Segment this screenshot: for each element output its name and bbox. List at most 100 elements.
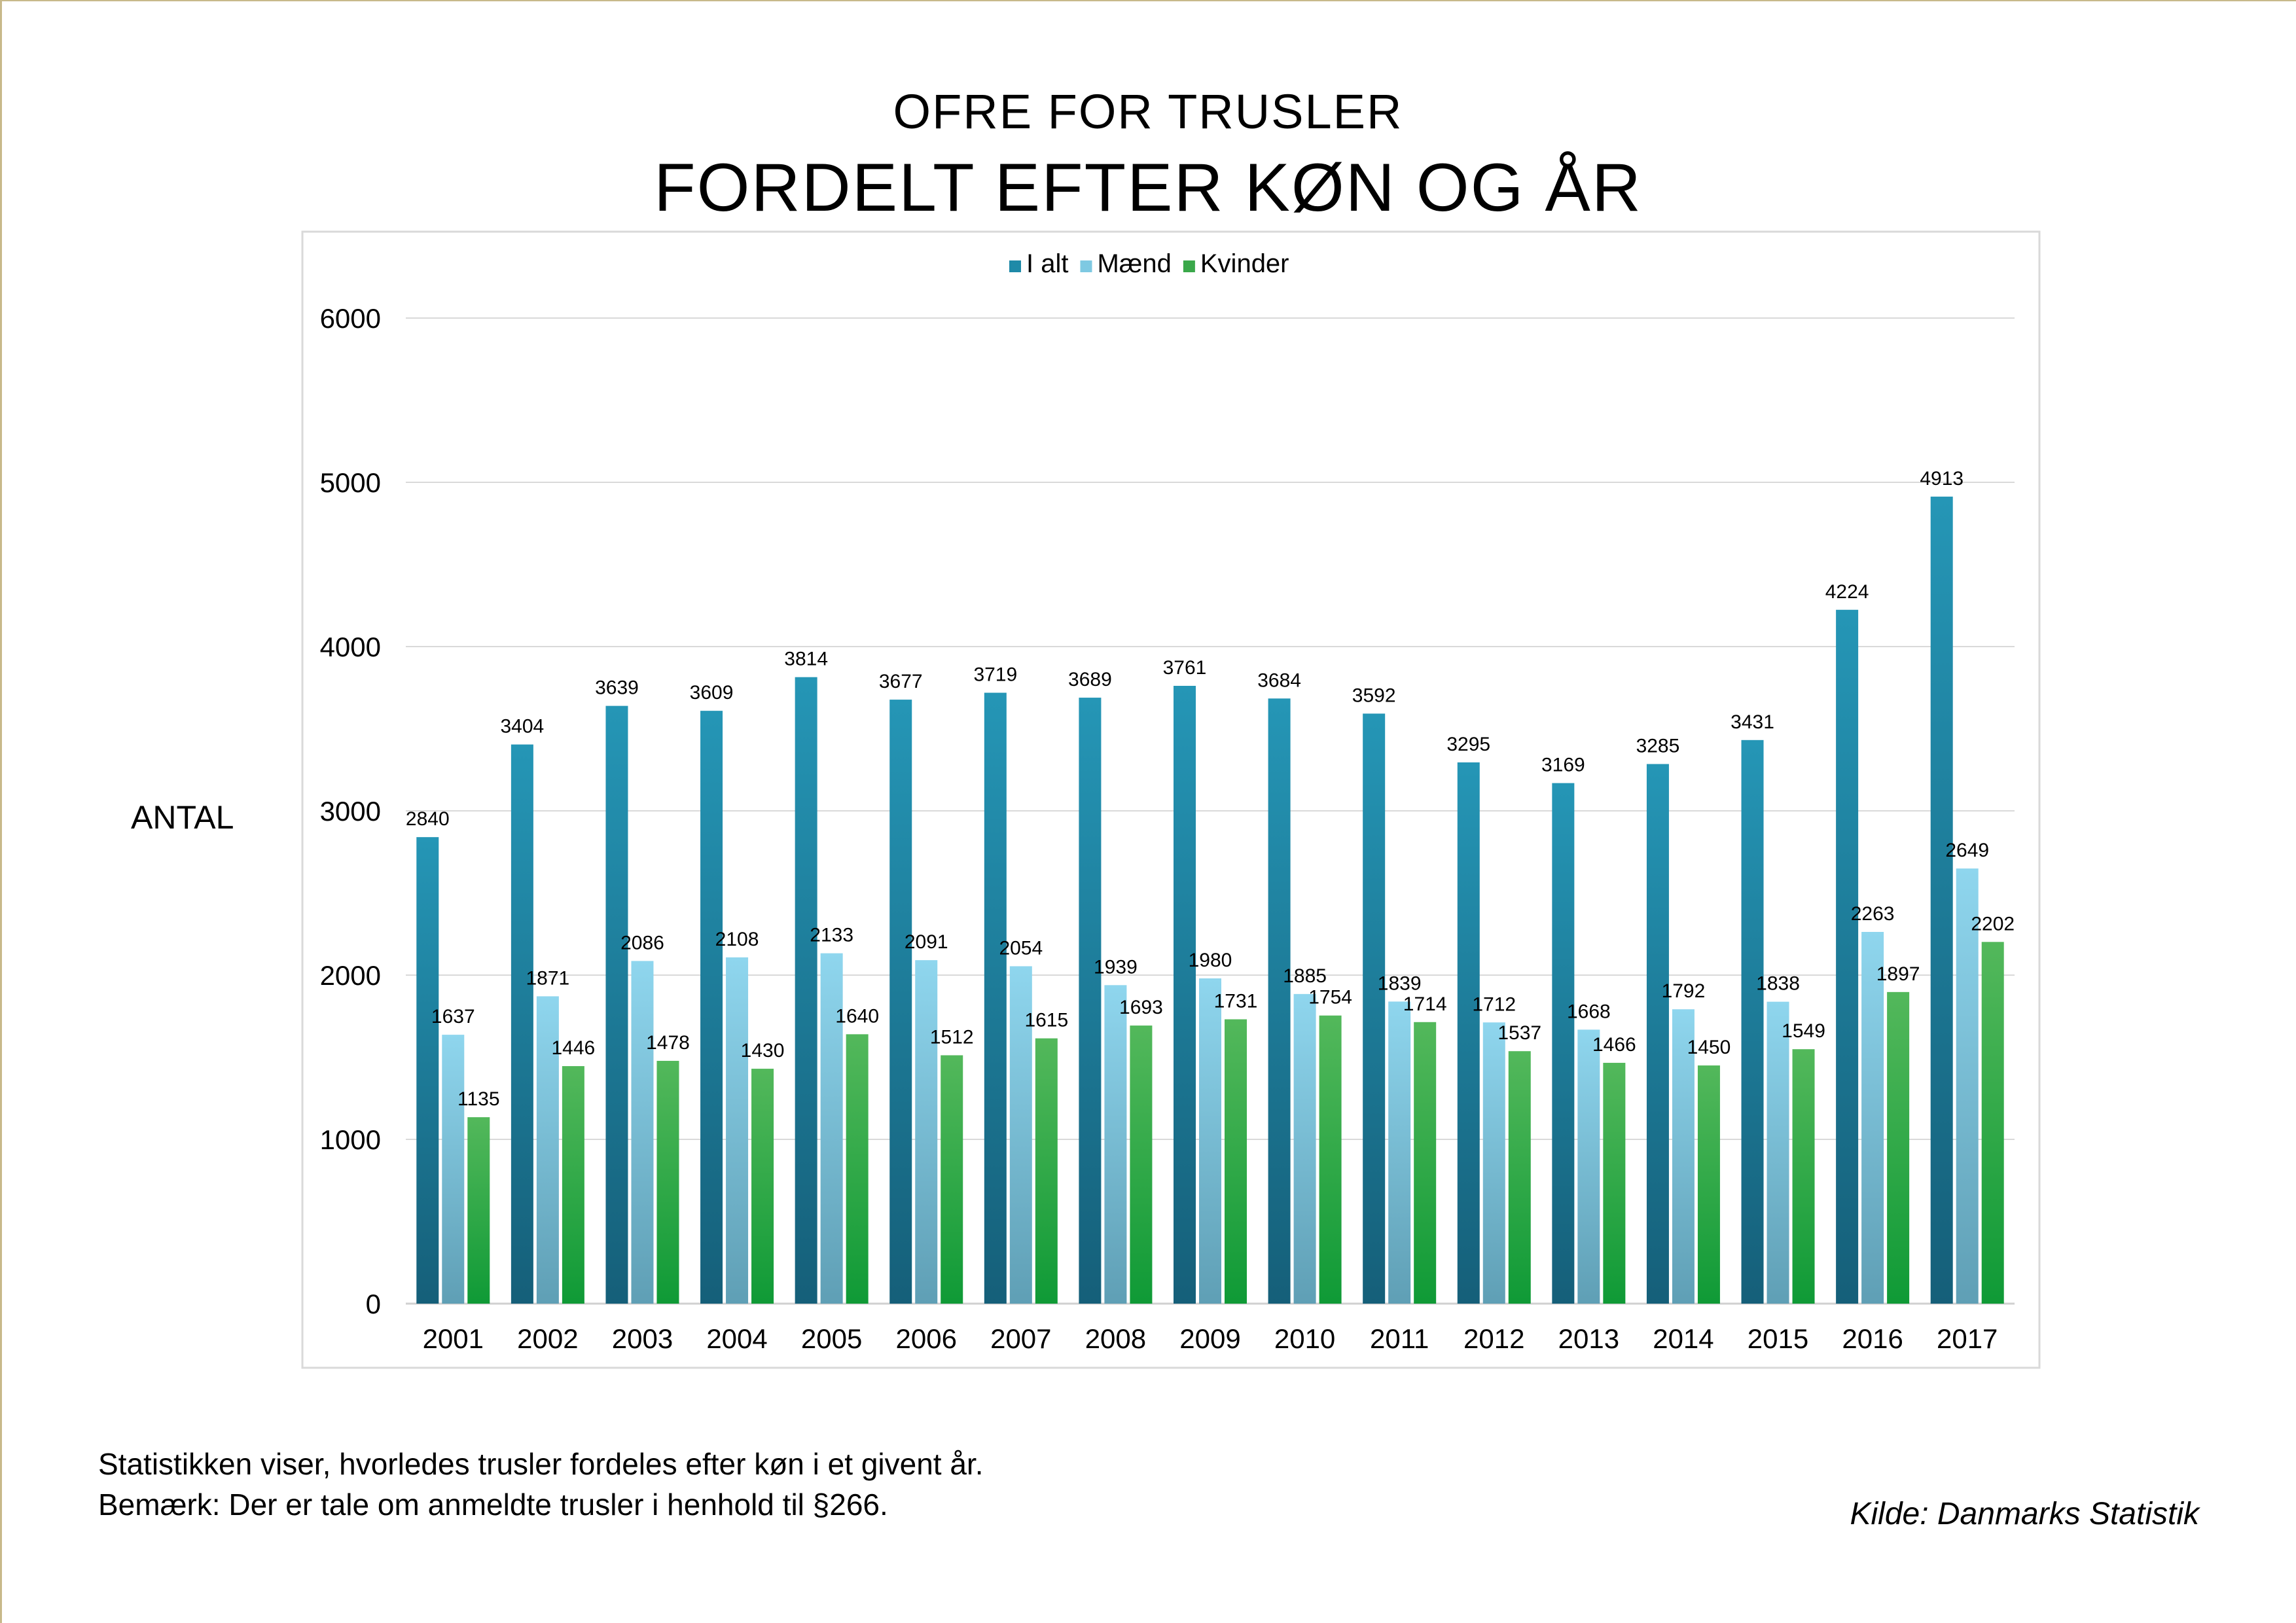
- x-tick-label-2003: 2003: [612, 1323, 673, 1354]
- data-label-i-alt-2015: 3431: [1731, 711, 1774, 733]
- bar-maend-2006: [915, 960, 938, 1304]
- data-label-i-alt-2007: 3719: [973, 664, 1017, 686]
- bar-i-alt-2009: [1174, 685, 1196, 1304]
- x-tick-label-2016: 2016: [1842, 1323, 1903, 1354]
- bar-maend-2011: [1388, 1001, 1411, 1304]
- data-label-kvinder-2013: 1466: [1592, 1034, 1636, 1056]
- y-tick-label: 1000: [320, 1124, 381, 1155]
- legend-label-maend: Mænd: [1097, 249, 1171, 278]
- data-label-i-alt-2005: 3814: [784, 649, 828, 670]
- footnote-line-1: Statistikken viser, hvorledes trusler fo…: [98, 1447, 984, 1481]
- data-label-kvinder-2001: 1135: [457, 1088, 500, 1110]
- data-label-kvinder-2004: 1430: [741, 1040, 785, 1061]
- bar-i-alt-2012: [1457, 762, 1480, 1304]
- x-tick-label-2005: 2005: [801, 1323, 862, 1354]
- bar-i-alt-2014: [1646, 764, 1669, 1304]
- x-tick-label-2004: 2004: [706, 1323, 767, 1354]
- bar-kvinder-2012: [1508, 1051, 1531, 1304]
- bar-kvinder-2013: [1603, 1063, 1626, 1304]
- x-tick-label-2001: 2001: [423, 1323, 484, 1354]
- x-tick-label-2006: 2006: [896, 1323, 957, 1354]
- bar-kvinder-2001: [467, 1117, 490, 1304]
- bar-maend-2009: [1199, 978, 1221, 1304]
- legend-label-i-alt: I alt: [1026, 249, 1068, 278]
- bar-kvinder-2006: [941, 1055, 963, 1304]
- data-label-i-alt-2013: 3169: [1541, 755, 1585, 776]
- data-label-maend-2009: 1980: [1189, 950, 1232, 971]
- bar-maend-2014: [1672, 1009, 1695, 1304]
- bar-kvinder-2009: [1225, 1019, 1247, 1304]
- data-label-maend-2003: 2086: [620, 932, 664, 954]
- x-tick-label-2008: 2008: [1085, 1323, 1146, 1354]
- data-label-i-alt-2016: 4224: [1825, 581, 1869, 603]
- data-label-maend-2010: 1885: [1283, 965, 1327, 987]
- data-label-i-alt-2017: 4913: [1920, 468, 1964, 490]
- bar-kvinder-2010: [1319, 1015, 1342, 1304]
- bar-maend-2016: [1861, 931, 1884, 1304]
- bar-kvinder-2002: [562, 1066, 584, 1304]
- x-tick-label-2013: 2013: [1558, 1323, 1619, 1354]
- data-label-maend-2015: 1838: [1756, 973, 1800, 995]
- bar-maend-2005: [820, 953, 843, 1304]
- data-label-i-alt-2014: 3285: [1636, 735, 1680, 757]
- y-tick-label: 2000: [320, 960, 381, 991]
- legend-swatch-maend: [1080, 260, 1092, 272]
- data-label-kvinder-2016: 1897: [1876, 963, 1920, 985]
- page-border-left: [0, 0, 2, 1623]
- x-tick-label-2002: 2002: [517, 1323, 578, 1354]
- data-label-maend-2002: 1871: [526, 967, 570, 989]
- x-tick-label-2015: 2015: [1748, 1323, 1808, 1354]
- data-label-maend-2006: 2091: [905, 931, 948, 953]
- data-label-maend-2001: 1637: [431, 1006, 475, 1027]
- x-tick-label-2009: 2009: [1179, 1323, 1240, 1354]
- chart-subtitle: FORDELT EFTER KØN OG ÅR: [654, 150, 1642, 226]
- bar-maend-2004: [726, 957, 749, 1304]
- bar-i-alt-2001: [416, 837, 439, 1304]
- bar-kvinder-2015: [1792, 1049, 1815, 1304]
- bar-maend-2008: [1104, 985, 1127, 1304]
- bar-maend-2015: [1767, 1001, 1789, 1304]
- footnote-line-2: Bemærk: Der er tale om anmeldte trusler …: [98, 1488, 888, 1522]
- bar-i-alt-2017: [1930, 496, 1953, 1304]
- data-label-kvinder-2011: 1714: [1403, 993, 1447, 1015]
- bar-i-alt-2010: [1268, 698, 1291, 1304]
- data-label-kvinder-2008: 1693: [1119, 997, 1163, 1018]
- data-label-i-alt-2010: 3684: [1257, 669, 1301, 691]
- y-tick-label: 0: [366, 1289, 381, 1319]
- x-tick-label-2017: 2017: [1937, 1323, 1998, 1354]
- data-label-i-alt-2001: 2840: [406, 808, 450, 830]
- bar-i-alt-2015: [1741, 740, 1764, 1304]
- data-label-i-alt-2006: 3677: [879, 671, 923, 692]
- bar-i-alt-2003: [605, 705, 628, 1304]
- data-label-kvinder-2007: 1615: [1024, 1010, 1068, 1031]
- data-label-maend-2014: 1792: [1662, 980, 1706, 1002]
- page-border-top: [0, 0, 2296, 1]
- data-label-maend-2016: 2263: [1851, 903, 1895, 925]
- chart-title: OFRE FOR TRUSLER: [893, 84, 1403, 139]
- data-label-maend-2004: 2108: [715, 929, 759, 950]
- data-label-kvinder-2009: 1731: [1214, 991, 1258, 1012]
- data-label-i-alt-2012: 3295: [1446, 734, 1490, 755]
- bar-kvinder-2003: [656, 1061, 679, 1304]
- bar-maend-2002: [536, 996, 559, 1304]
- data-label-i-alt-2004: 3609: [690, 682, 734, 704]
- data-label-maend-2013: 1668: [1567, 1001, 1611, 1022]
- bar-i-alt-2013: [1552, 783, 1575, 1304]
- data-label-maend-2008: 1939: [1094, 956, 1138, 978]
- bar-kvinder-2014: [1697, 1065, 1720, 1304]
- bar-maend-2013: [1577, 1029, 1600, 1304]
- bar-i-alt-2008: [1079, 698, 1102, 1304]
- bar-kvinder-2016: [1887, 991, 1910, 1304]
- x-tick-label-2011: 2011: [1370, 1323, 1429, 1354]
- bar-maend-2010: [1293, 993, 1316, 1304]
- data-label-kvinder-2012: 1537: [1498, 1022, 1541, 1044]
- data-label-maend-2017: 2649: [1945, 840, 1989, 861]
- bar-kvinder-2005: [846, 1034, 869, 1304]
- bar-i-alt-2004: [700, 711, 723, 1304]
- data-label-i-alt-2003: 3639: [595, 677, 639, 699]
- bar-i-alt-2011: [1363, 713, 1386, 1304]
- data-label-kvinder-2015: 1549: [1782, 1020, 1825, 1042]
- data-label-i-alt-2008: 3689: [1068, 669, 1112, 690]
- y-tick-label: 6000: [320, 303, 381, 334]
